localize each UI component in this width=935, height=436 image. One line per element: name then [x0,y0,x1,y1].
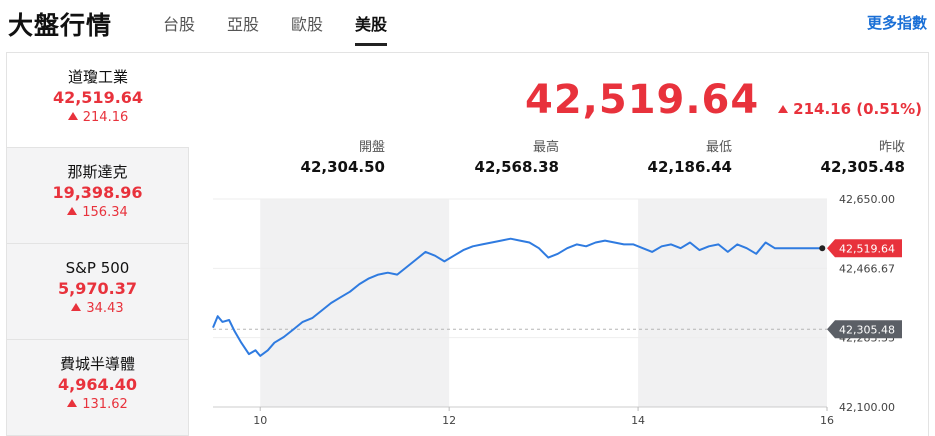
stat-low: 最低 42,186.44 [642,136,732,176]
market-tabs: 台股 亞股 歐股 美股 [163,11,419,46]
price-change-value: 214.16 (0.51%) [793,100,922,118]
last-price-badge [827,239,902,258]
stat-label: 昨收 [878,140,905,155]
index-change-value: 34.43 [86,301,124,316]
index-name: 道瓊工業 [67,68,128,86]
up-arrow-icon [67,207,78,215]
x-tick-label: 10 [253,414,267,427]
stat-label: 最高 [532,140,559,155]
chart-shaded-band [638,199,827,407]
index-change: 156.34 [7,204,188,222]
index-change: 131.62 [7,396,188,414]
price-change: 214.16 (0.51%) [778,100,922,118]
y-tick-label: 42,650.00 [839,193,895,206]
last-price-dot [819,245,826,252]
index-value: 42,519.64 [52,88,144,107]
stat-open: 開盤 42,304.50 [295,136,385,176]
more-indices-link[interactable]: 更多指數 [866,14,927,32]
index-change: 214.16 [7,109,189,127]
index-value: 19,398.96 [52,183,143,202]
tab-asia-stocks[interactable]: 亞股 [227,15,260,34]
y-tick-label: 42,100.00 [839,401,895,414]
up-arrow-icon [67,112,78,120]
quote-panel: 42,519.64 214.16 (0.51%) 開盤 42,304.50 最高… [189,52,929,436]
stat-prev-close: 昨收 42,305.48 [815,136,905,176]
current-price: 42,519.64 [525,77,760,123]
prev-close-badge-label: 42,305.48 [839,323,895,336]
stat-high: 最高 42,568.38 [469,136,559,176]
stat-value: 42,304.50 [300,158,385,176]
index-change-value: 131.62 [82,397,128,412]
y-tick-label: 42,466.67 [839,262,895,275]
intraday-chart: 42,650.0042,466.6742,283.3342,100.001012… [212,193,902,427]
index-item-dow[interactable]: 道瓊工業 42,519.64 214.16 [6,52,189,148]
index-change-value: 156.34 [82,205,128,220]
index-change: 34.43 [7,300,188,318]
index-change-value: 214.16 [82,110,129,125]
x-tick-label: 14 [631,414,645,427]
index-name: 費城半導體 [59,355,135,373]
last-price-badge-label: 42,519.64 [839,242,895,255]
prev-close-badge [827,320,902,339]
tab-europe-stocks[interactable]: 歐股 [291,15,324,34]
index-list: 道瓊工業 42,519.64 214.16 那斯達克 19,398.96 156… [6,52,189,436]
index-item-sox[interactable]: 費城半導體 4,964.40 131.62 [6,340,189,436]
x-tick-label: 12 [442,414,456,427]
x-tick-label: 16 [820,414,834,427]
index-value: 4,964.40 [58,375,137,394]
index-item-nasdaq[interactable]: 那斯達克 19,398.96 156.34 [6,148,189,244]
tab-us-stocks[interactable]: 美股 [355,11,388,46]
stat-value: 42,305.48 [820,158,905,176]
up-arrow-icon [71,303,82,311]
stat-label: 最低 [705,140,732,155]
index-name: 那斯達克 [67,163,128,181]
stat-label: 開盤 [358,140,385,155]
index-value: 5,970.37 [58,279,137,298]
up-arrow-icon [778,105,789,113]
stat-value: 42,568.38 [474,158,559,176]
price-line [212,237,823,357]
page-title: 大盤行情 [8,11,113,40]
chart-shaded-band [260,199,450,407]
index-item-sp500[interactable]: S&P 500 5,970.37 34.43 [6,244,189,340]
up-arrow-icon [67,399,78,407]
tab-tw-stocks[interactable]: 台股 [163,15,196,34]
stat-value: 42,186.44 [647,158,732,176]
index-name: S&P 500 [65,259,130,277]
